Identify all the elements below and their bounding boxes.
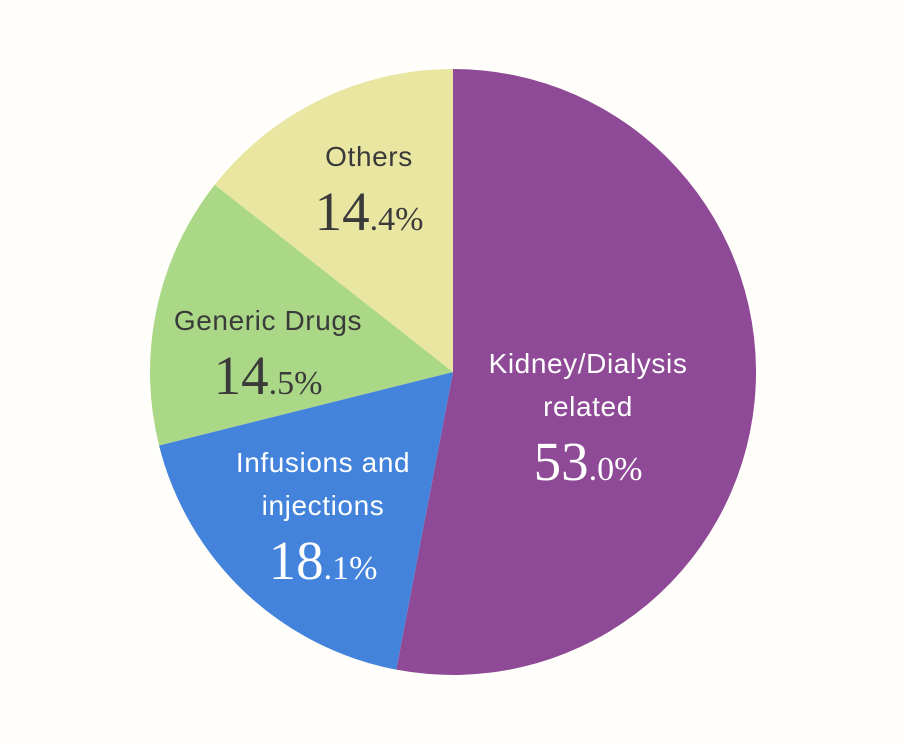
pie-slice-2 <box>149 184 453 446</box>
pie-slice-3 <box>214 69 453 372</box>
pie-slice-1 <box>159 372 454 670</box>
pie-slice-0 <box>396 69 757 675</box>
